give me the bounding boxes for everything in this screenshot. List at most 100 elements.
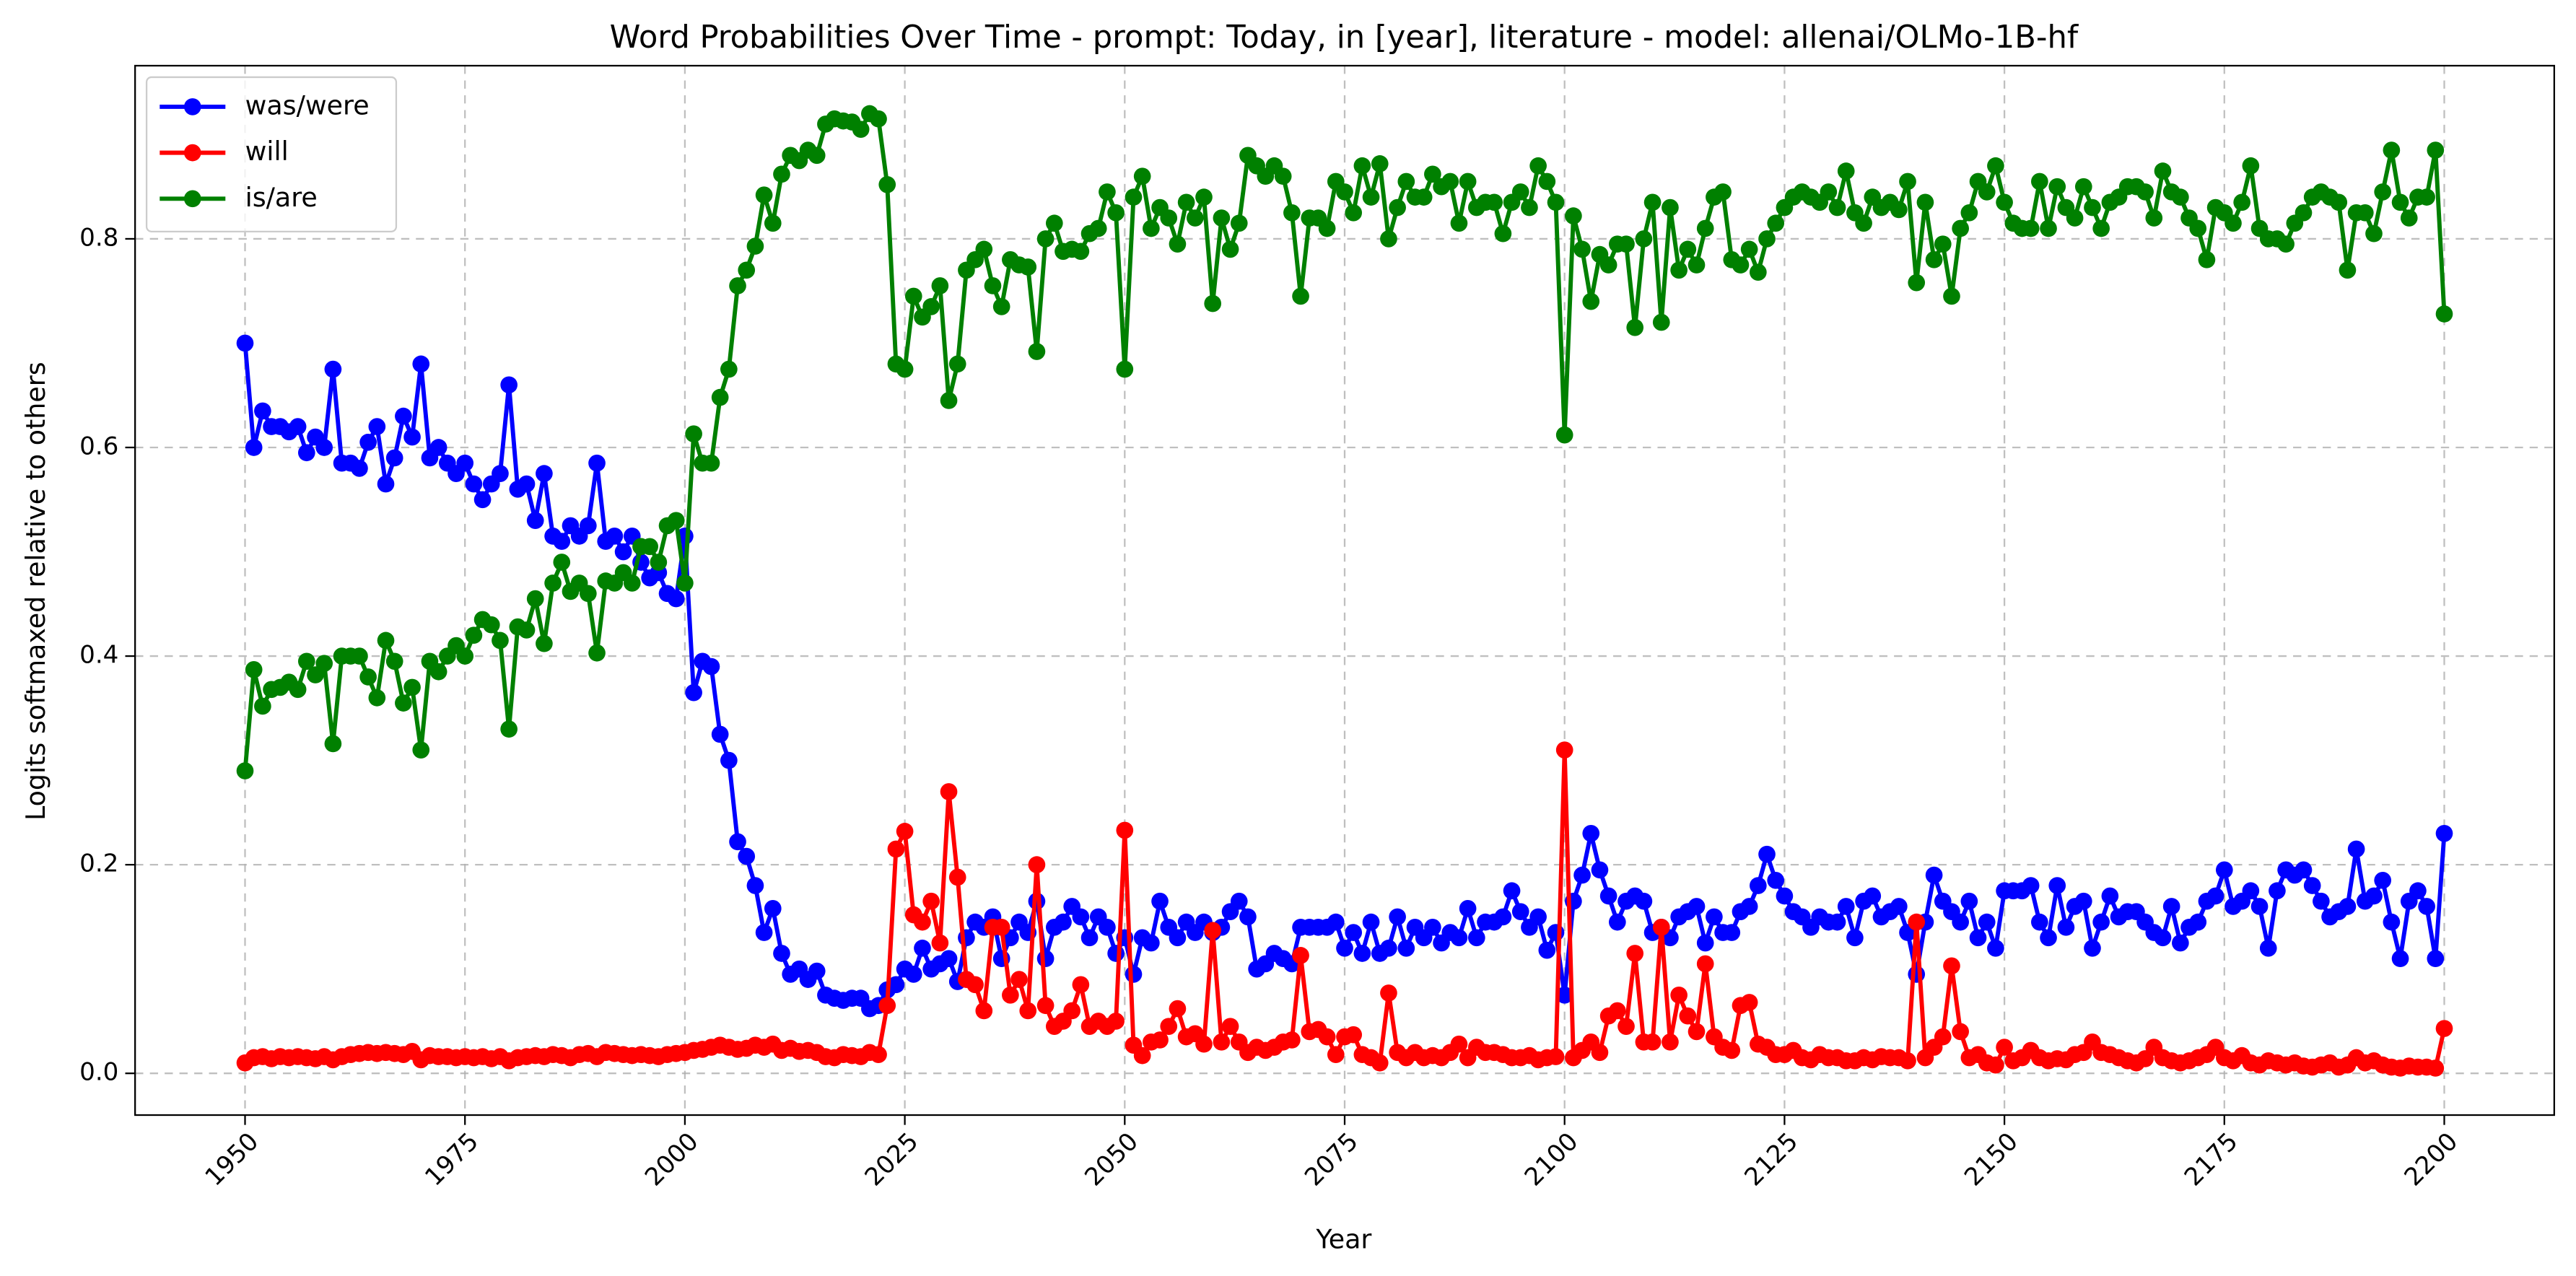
point [1696,934,1714,952]
point [2242,882,2260,900]
point [1908,274,1926,292]
y-axis-label: Logits softmaxed relative to others [20,362,51,821]
point [1099,183,1116,201]
legend-marker [183,98,201,115]
point [315,439,333,456]
point [297,652,315,670]
point [1036,230,1055,248]
point [1362,188,1380,206]
point [1599,887,1617,905]
point [1547,924,1565,941]
point [931,277,949,294]
point [1063,1002,1081,1020]
point [1688,1023,1706,1041]
point [518,621,536,639]
point [1837,162,1855,180]
point [1072,976,1090,994]
point [1362,913,1380,931]
point [755,186,773,204]
chart-title: Word Probabilities Over Time - prompt: T… [610,19,2079,56]
point [1318,1028,1336,1046]
point [1662,1034,1679,1051]
point [2092,219,2110,237]
point [377,475,395,493]
point [1195,188,1213,206]
point [492,465,509,482]
point [2066,209,2084,227]
point [1028,856,1046,873]
point [1643,1034,1662,1051]
point [896,823,914,840]
point [1380,939,1397,957]
point [1143,934,1160,952]
point [1652,919,1670,936]
point [2154,162,2172,180]
point [1345,204,1363,222]
point [2356,204,2374,222]
point [1389,908,1406,926]
point [2242,157,2260,175]
point [1345,1026,1363,1044]
point [1415,188,1433,206]
point [1828,913,1846,931]
point [1555,986,1573,1004]
point [1327,913,1345,931]
point [2435,1020,2453,1037]
point [738,847,756,865]
point [1617,235,1635,253]
point [2162,898,2180,915]
point [2418,898,2435,915]
point [500,720,518,738]
point [1125,188,1143,206]
point [2365,224,2383,242]
point [1573,866,1591,884]
point [2277,235,2295,253]
point [1925,251,1943,268]
point [492,632,509,650]
point [948,868,966,886]
point [878,997,896,1015]
point [1740,994,1758,1011]
point [1494,908,1512,926]
point [2365,887,2383,905]
point [1987,939,2004,957]
point [2435,305,2453,323]
point [236,762,254,779]
point [2427,950,2445,968]
point [254,402,271,420]
point [473,491,492,509]
point [2250,898,2269,915]
point [1160,1018,1178,1035]
point [2101,887,2119,905]
point [1450,1035,1468,1053]
point [948,355,966,373]
point [975,240,993,258]
point [2391,950,2409,968]
point [1089,219,1107,237]
point [2400,209,2418,227]
point [2154,929,2172,947]
point [2206,887,2224,905]
legend: was/were will is/are [145,76,398,232]
point [896,360,914,378]
point [289,418,307,435]
point [368,418,386,435]
point [808,962,826,980]
point [1371,1054,1389,1072]
point [2074,892,2092,910]
point [755,924,773,941]
point [526,512,544,530]
y-tick-label: 0.6 [79,432,118,461]
point [2057,919,2075,936]
point [1547,1048,1565,1065]
point [887,840,905,858]
point [2295,861,2313,879]
point [931,934,949,952]
point [1380,984,1397,1002]
point [1688,256,1706,274]
legend-label: will [245,136,289,167]
point [1758,230,1776,248]
point [702,657,720,676]
point [1459,900,1477,917]
point [1943,287,1960,305]
